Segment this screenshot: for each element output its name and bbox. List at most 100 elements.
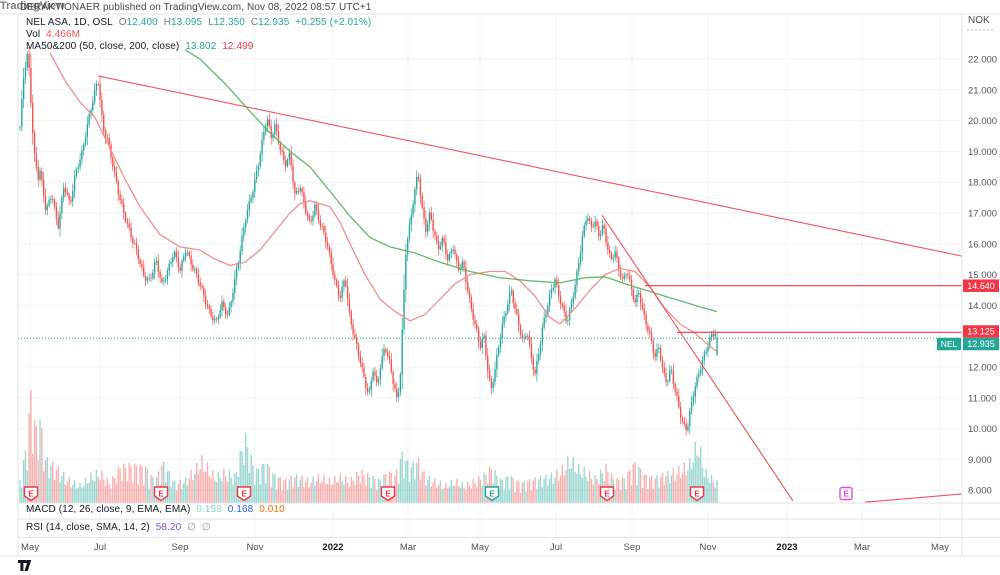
candle-body <box>55 206 58 218</box>
volume-bar <box>490 469 493 503</box>
earnings-marker-icon[interactable]: E <box>23 486 39 502</box>
volume-bar <box>214 480 216 503</box>
rsi-empty-1: ∅ <box>187 522 196 533</box>
volume-bar <box>416 463 418 503</box>
candle-body <box>277 130 280 144</box>
earnings-badge-glyph: E <box>241 490 247 499</box>
candle-body <box>286 159 289 167</box>
volume-bar <box>568 469 571 503</box>
trendline[interactable] <box>864 493 963 503</box>
ma-legend-row[interactable]: MA50&200 (50, close, 200, close) 13.802 … <box>26 41 256 52</box>
volume-bar <box>126 481 129 503</box>
volume-bar <box>90 472 92 503</box>
earnings-marker-icon[interactable]: E <box>599 486 615 502</box>
volume-bar <box>701 468 704 503</box>
volume-bar <box>64 484 67 503</box>
candle-body <box>614 251 616 258</box>
time-axis[interactable]: May Jul Sep Nov 2022 Mar May Jul Sep Nov 2023 Mar Ma… <box>21 542 949 553</box>
candlestick-series[interactable] <box>19 46 718 436</box>
trendline[interactable] <box>601 214 794 502</box>
candle-body <box>208 306 210 309</box>
macd-signal-value: 0.010 <box>259 504 285 515</box>
candle-body <box>181 260 183 271</box>
volume-bar <box>588 470 591 503</box>
volume-bar <box>709 483 711 503</box>
volume-bar <box>32 454 34 503</box>
volume-bar <box>46 456 48 503</box>
footer-brand[interactable]: TradingView <box>0 0 1000 12</box>
volume-bar <box>536 488 538 503</box>
candle-body <box>476 323 478 330</box>
volume-bar <box>272 472 274 503</box>
candle-body <box>674 383 676 392</box>
volume-bar <box>399 458 402 503</box>
candle-body <box>101 100 103 115</box>
volume-bar <box>432 482 434 503</box>
candle-body <box>53 200 56 207</box>
volume-bar <box>532 480 534 503</box>
candle-body <box>19 126 21 128</box>
candle-body <box>654 352 656 357</box>
earnings-marker-icon[interactable]: E <box>484 486 500 502</box>
volume-bar <box>285 478 287 503</box>
candle-body <box>447 254 449 261</box>
earnings-badge-glyph: E <box>385 490 391 499</box>
candle-body <box>681 417 684 422</box>
volume-bar <box>483 472 485 503</box>
volume-bar <box>585 476 587 503</box>
volume-bar <box>252 465 254 503</box>
candle-body <box>656 349 658 357</box>
earnings-marker-icon[interactable]: E <box>236 486 252 502</box>
price-tick-label: 19.000 <box>968 147 997 158</box>
volume-bar <box>554 477 556 503</box>
volume-bar <box>123 463 125 503</box>
candle-body <box>73 176 76 191</box>
volume-bar <box>261 464 263 503</box>
price-label-box <box>963 325 999 338</box>
candle-body <box>199 282 201 286</box>
grid-lines <box>18 14 962 537</box>
candle-body <box>99 84 101 101</box>
volume-bar <box>312 476 314 503</box>
earnings-marker-icon[interactable]: E <box>689 486 705 502</box>
macd-indicator-row[interactable]: MACD (12, 26, close, 9, EMA, EMA) 0.158 … <box>26 504 288 515</box>
volume-bar <box>676 474 678 503</box>
trendline[interactable] <box>97 75 963 257</box>
volume-bar <box>139 464 141 503</box>
candle-body <box>649 331 651 334</box>
attribution-text: DERAKTIONAER published on TradingView.co… <box>20 2 372 13</box>
low-label: L <box>208 17 214 28</box>
volume-legend-row[interactable]: Vol 4.466M <box>26 29 83 40</box>
tradingview-logo-icon[interactable] <box>18 559 34 572</box>
candle-body <box>124 212 127 222</box>
volume-bar <box>550 472 553 503</box>
candle-body <box>44 195 47 211</box>
volume-bar <box>286 489 289 503</box>
volume-bar <box>428 475 431 503</box>
candle-body <box>550 289 553 295</box>
candle-body <box>115 172 118 182</box>
price-axis[interactable]: NOK 22.000 21.000 20.000 19.000 18.000 17.000 1… <box>967 15 997 497</box>
rsi-indicator-row[interactable]: RSI (14, close, SMA, 14, 2) 58.20 ∅ ∅ <box>26 522 214 533</box>
footer-brand-text: TradingView <box>0 0 65 12</box>
candle-body <box>350 311 352 325</box>
close-value: 12.935 <box>258 17 290 28</box>
candle-body <box>417 176 420 180</box>
volume-bar <box>112 476 114 503</box>
volume-bar <box>716 480 718 503</box>
volume-bar <box>525 491 527 503</box>
candle-body <box>388 355 391 360</box>
earnings-marker-icon[interactable]: E <box>380 486 396 502</box>
earnings-marker-icon[interactable]: E <box>839 486 853 501</box>
candle-body <box>48 199 50 206</box>
symbol-legend-row[interactable]: NEL ASA, 1D, OSL O12.400 H13.095 L12.350… <box>26 17 374 28</box>
volume-bar <box>315 481 318 503</box>
earnings-marker-icon[interactable]: E <box>153 486 169 502</box>
volume-bar <box>419 479 422 503</box>
volume-bar <box>694 441 696 503</box>
candle-body <box>186 252 189 254</box>
volume-bar <box>667 470 669 503</box>
volume-bar <box>210 478 212 503</box>
price-tick-label: 12.000 <box>968 363 997 374</box>
